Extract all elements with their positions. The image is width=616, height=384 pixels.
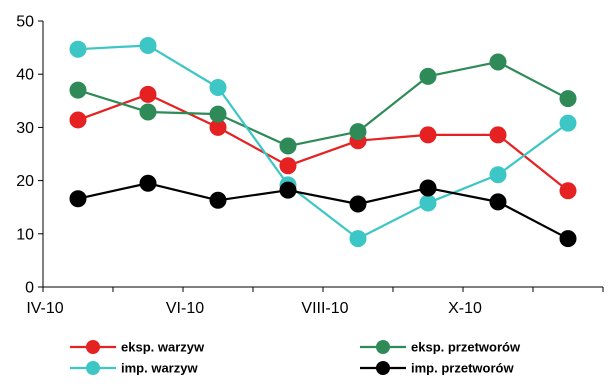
data-point (349, 123, 367, 141)
data-point (69, 40, 87, 58)
legend-label: imp. warzyw (121, 361, 198, 376)
legend-label: eksp. warzyw (121, 340, 205, 355)
data-point (349, 195, 367, 213)
x-tick-label: IV-10 (26, 300, 63, 317)
data-point (559, 114, 577, 132)
legend-item-3: imp. warzyw (70, 361, 198, 376)
data-point (139, 103, 157, 121)
legend-label: imp. przetworów (411, 361, 514, 376)
series-4 (69, 174, 577, 248)
legend-item-2: eksp. przetworów (360, 340, 521, 355)
legend-marker (376, 361, 390, 375)
data-point (489, 126, 507, 144)
data-point (139, 36, 157, 54)
data-point (209, 105, 227, 123)
y-tick-label: 30 (16, 120, 34, 137)
y-tick-label: 20 (16, 173, 34, 190)
legend-label: eksp. przetworów (411, 340, 521, 355)
data-point (69, 81, 87, 99)
legend-item-1: eksp. warzyw (70, 340, 205, 355)
series-line (77, 182, 569, 240)
x-tick-label: VIII-10 (301, 300, 348, 317)
data-point (559, 90, 577, 108)
data-point (209, 79, 227, 96)
data-point (69, 111, 87, 129)
series-3 (69, 36, 577, 248)
axes: 0 10 20 30 40 50 IV-10 VI-10 VIII-10 X-10 (16, 14, 604, 317)
y-tick-label: 10 (16, 226, 34, 243)
legend-item-4: imp. przetworów (360, 361, 514, 376)
series-line (77, 44, 569, 240)
y-tick-label: 0 (25, 280, 34, 297)
y-tick-label: 40 (16, 67, 34, 84)
series-line (77, 93, 569, 192)
data-point (69, 190, 87, 208)
series-2 (69, 53, 577, 155)
data-point (349, 230, 367, 248)
data-point (209, 191, 227, 209)
legend-marker (376, 340, 390, 354)
data-point (419, 67, 437, 85)
legend: eksp. warzyw eksp. przetworów imp. warzyw i… (70, 340, 521, 376)
series-layer (69, 36, 577, 248)
data-point (489, 166, 507, 184)
series-line (77, 60, 569, 148)
data-point (139, 85, 157, 103)
data-point (419, 194, 437, 212)
data-point (559, 182, 577, 200)
data-point (419, 126, 437, 144)
data-point (279, 157, 297, 175)
data-point (419, 179, 437, 197)
data-point (489, 193, 507, 211)
data-point (279, 137, 297, 155)
x-tick-label: VI-10 (166, 300, 204, 317)
data-point (139, 174, 157, 192)
y-tick-label: 50 (16, 14, 34, 31)
legend-marker (86, 361, 100, 375)
legend-marker (86, 340, 100, 354)
data-point (279, 181, 297, 199)
data-point (489, 53, 507, 71)
data-point (559, 230, 577, 248)
x-tick-label: X-10 (448, 300, 482, 317)
